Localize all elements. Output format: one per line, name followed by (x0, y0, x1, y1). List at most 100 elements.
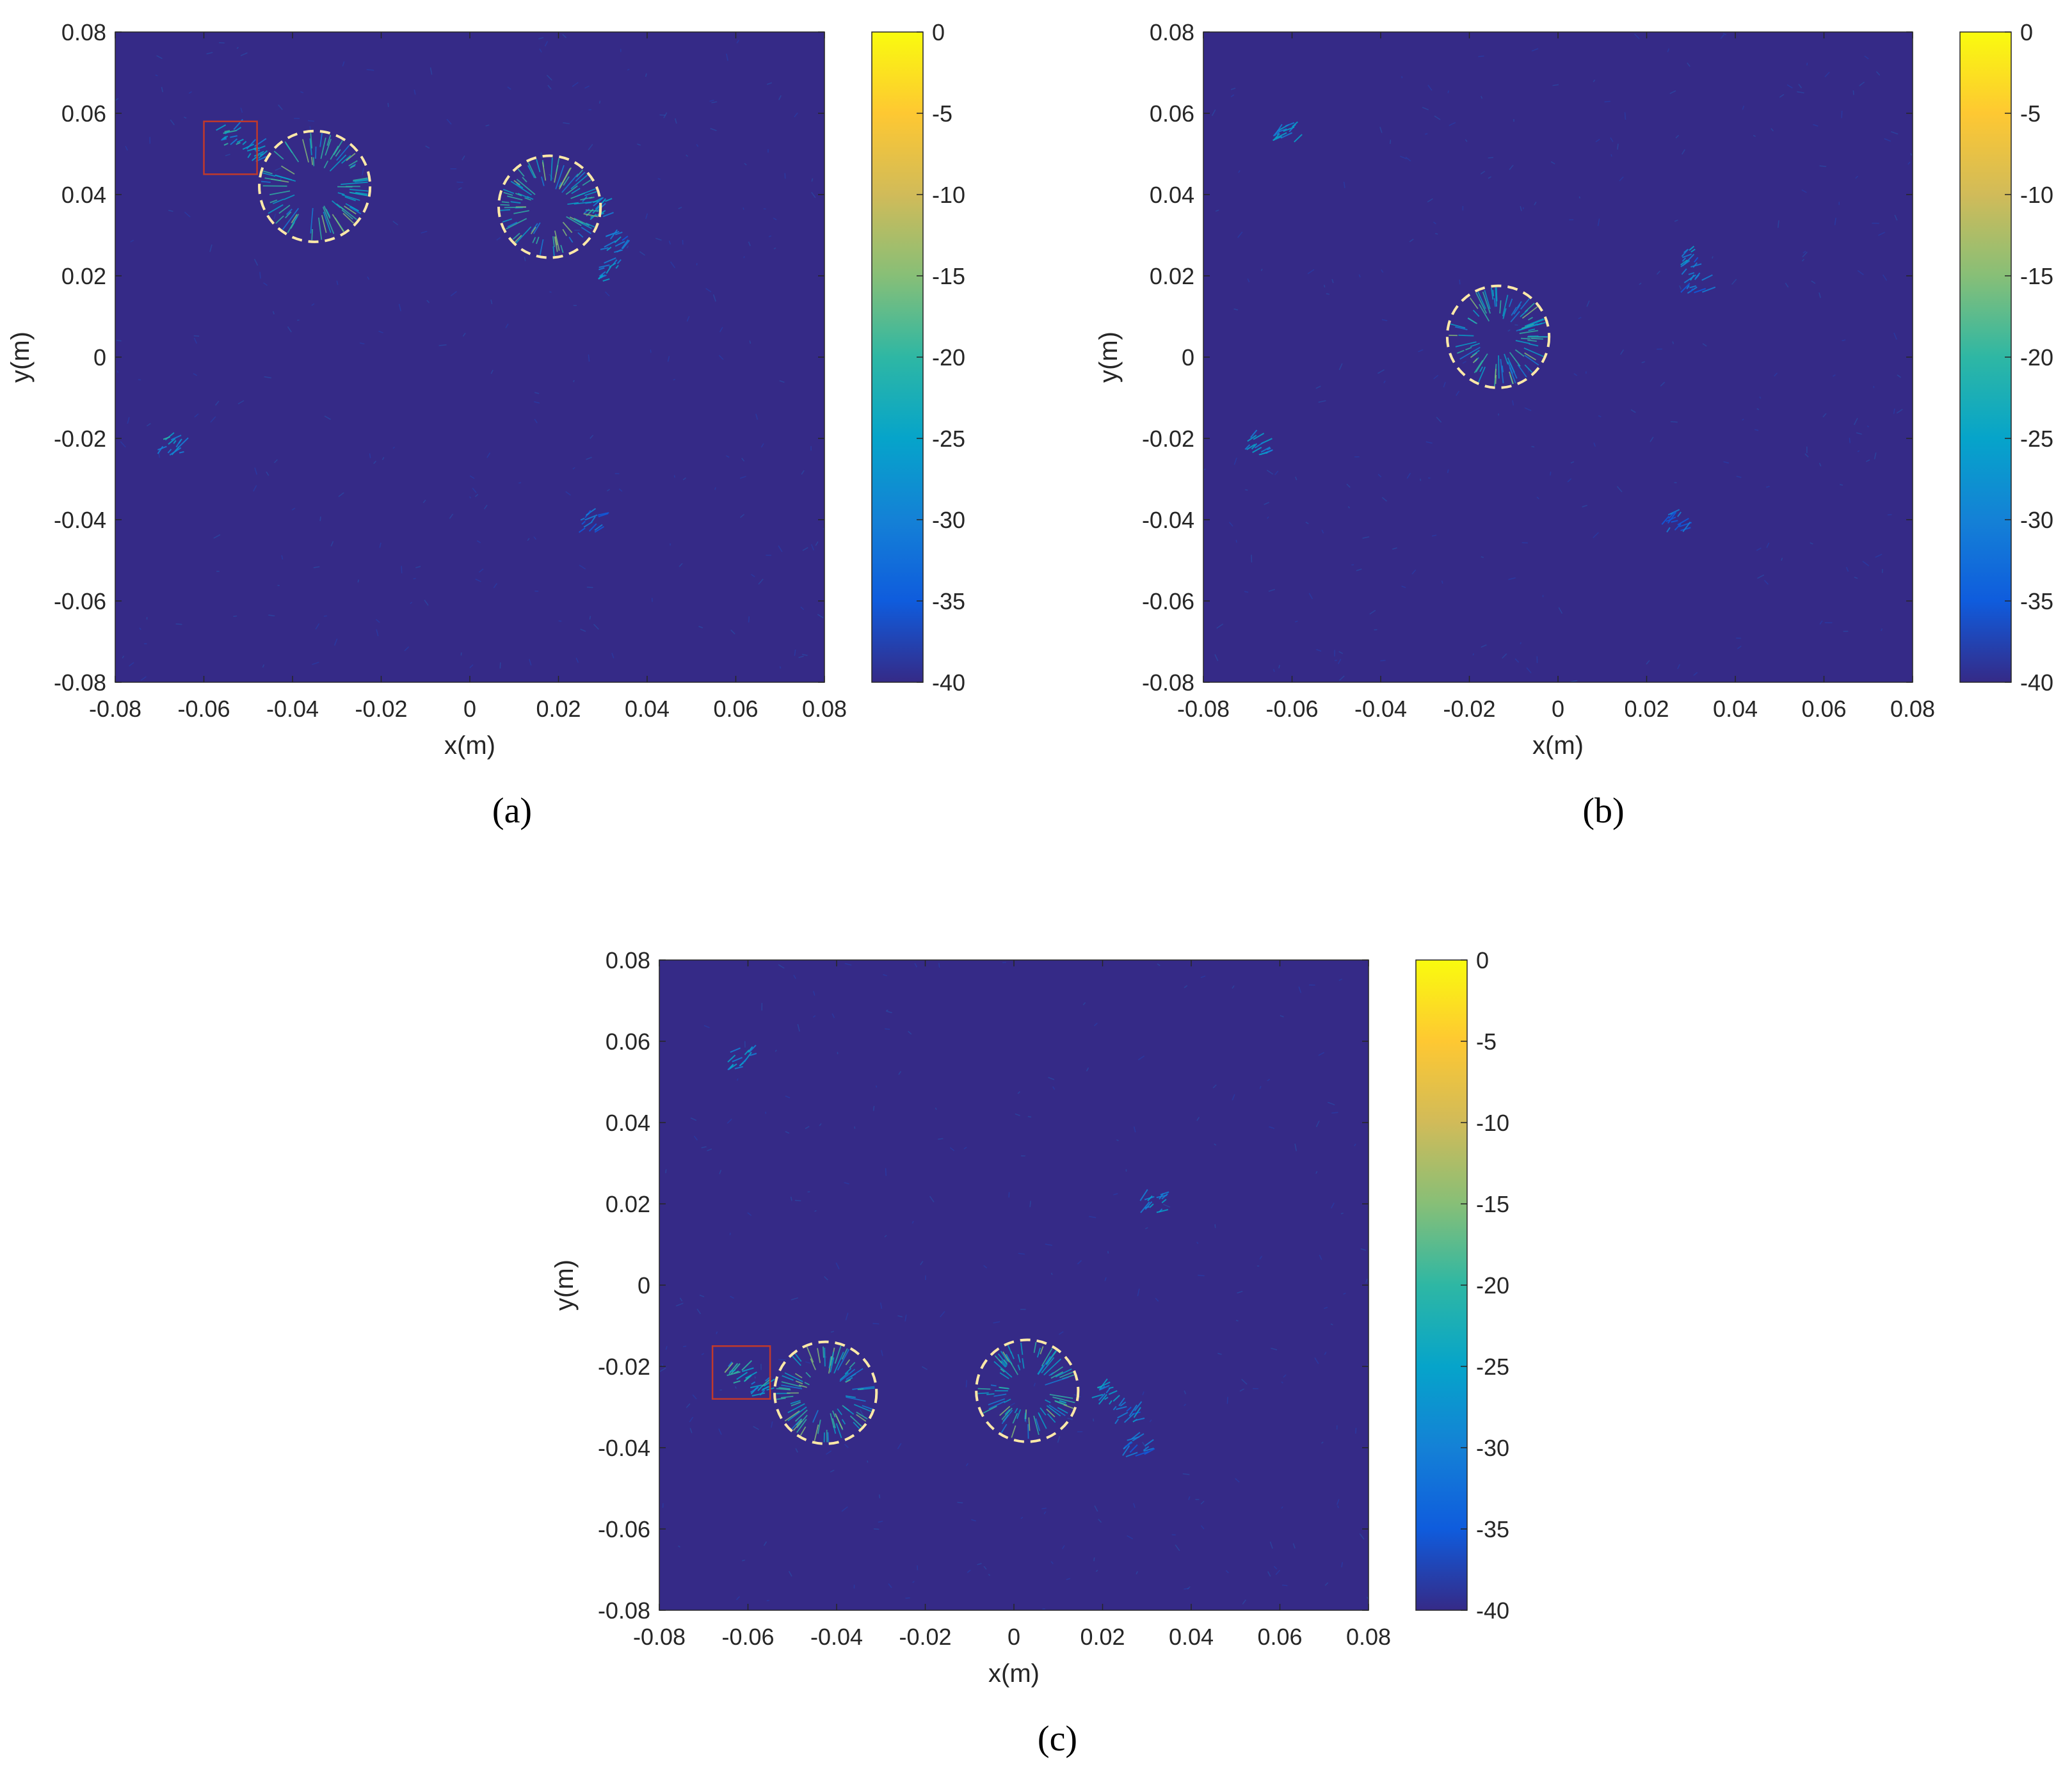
noise-streak (534, 392, 540, 394)
noise-streak (1834, 218, 1836, 225)
target-texture-streak (500, 209, 511, 211)
noise-streak (921, 1366, 928, 1370)
noise-streak (949, 1147, 955, 1151)
target-texture-streak (292, 216, 298, 225)
y-tick-label: -0.06 (54, 588, 106, 614)
scatter-streak (157, 445, 167, 451)
noise-streak (1127, 1535, 1134, 1540)
target-texture-streak (1490, 287, 1494, 300)
noise-streak (1910, 153, 1913, 156)
noise-streak (1324, 1306, 1328, 1309)
target-texture-streak (1055, 1368, 1072, 1378)
noise-streak (1842, 339, 1846, 342)
target-texture-streak (988, 1400, 1006, 1410)
noise-streak (798, 655, 804, 659)
target-texture-streak (1522, 306, 1538, 319)
noise-streak (1048, 1076, 1055, 1080)
target-texture-streak (577, 188, 596, 197)
colorbar-tick-label: -15 (2020, 263, 2053, 289)
noise-streak (1225, 1570, 1229, 1574)
noise-streak (886, 1009, 888, 1011)
target-texture-streak (1474, 360, 1484, 374)
noise-streak (611, 653, 614, 659)
target-texture-streak (515, 193, 522, 196)
noise-streak (206, 52, 213, 54)
target-texture-streak (798, 1384, 807, 1388)
target-texture-streak (791, 1402, 801, 1407)
noise-streak (1646, 660, 1650, 665)
target-texture-streak (799, 1426, 807, 1436)
panel-caption: (a) (492, 791, 532, 831)
scatter-streak (1292, 121, 1298, 127)
target-texture-streak (845, 1379, 851, 1383)
scatter-streak (1273, 129, 1280, 137)
noise-streak (637, 143, 641, 146)
noise-streak (730, 1295, 735, 1299)
scatter-streak (751, 1392, 766, 1396)
noise-streak (1797, 91, 1804, 93)
noise-streak (1389, 140, 1392, 145)
noise-streak (993, 1321, 1000, 1324)
noise-streak (1058, 1331, 1064, 1335)
noise-streak (1144, 1227, 1148, 1229)
noise-streak (963, 1146, 967, 1149)
target-texture-streak (828, 1356, 833, 1374)
noise-streak (572, 82, 579, 87)
noise-streak (438, 344, 447, 346)
noise-streak (1757, 574, 1765, 579)
scatter-streak (598, 267, 605, 271)
scatter-streak (1689, 245, 1695, 251)
scatter-streak (1144, 1201, 1153, 1210)
noise-streak (1737, 645, 1742, 650)
target-texture-streak (350, 163, 357, 168)
noise-streak (689, 1428, 693, 1434)
noise-streak (696, 144, 699, 147)
y-tick-label: 0.02 (606, 1191, 650, 1217)
target-texture-streak (349, 206, 362, 214)
noise-streak (940, 1311, 945, 1318)
noise-streak (266, 471, 269, 476)
noise-streak (1232, 985, 1235, 989)
noise-streak (1264, 502, 1269, 506)
noise-streak (692, 1394, 697, 1400)
scatter-streak (178, 437, 189, 448)
y-tick-label: 0.06 (606, 1028, 650, 1055)
target-texture-streak (1000, 1360, 1008, 1367)
noise-streak (1133, 1503, 1136, 1508)
x-tick-label: 0.06 (713, 696, 758, 722)
noise-streak (912, 1220, 914, 1224)
noise-streak (1824, 72, 1830, 77)
noise-streak (263, 282, 268, 286)
noise-streak (1343, 181, 1345, 189)
noise-streak (1067, 1418, 1073, 1420)
noise-streak (330, 541, 334, 547)
noise-streak (748, 616, 750, 623)
noise-streak (1656, 270, 1660, 275)
target-texture-streak (999, 1372, 1009, 1380)
noise-streak (1383, 380, 1386, 383)
target-texture-streak (516, 179, 536, 195)
noise-streak (1798, 84, 1803, 88)
noise-streak (1813, 124, 1819, 127)
target-texture-streak (353, 177, 368, 181)
target-texture-streak (1509, 371, 1514, 385)
target-texture-streak (845, 1359, 851, 1366)
noise-streak (1324, 1582, 1329, 1586)
noise-streak (1682, 149, 1685, 155)
noise-streak (1196, 1117, 1200, 1121)
target-texture-streak (581, 227, 591, 234)
scatter-streak (1147, 1195, 1153, 1202)
noise-streak (748, 241, 751, 246)
target-texture-streak (1515, 340, 1530, 344)
noise-streak (485, 124, 490, 127)
colorbar-tick-label: -20 (1476, 1272, 1509, 1299)
noise-streak (1267, 1571, 1271, 1577)
noise-streak (1239, 1388, 1244, 1392)
target-texture-streak (344, 196, 357, 202)
noise-streak (730, 629, 735, 635)
noise-streak (1712, 256, 1714, 259)
target-texture-streak (831, 1418, 836, 1428)
noise-streak (1295, 476, 1297, 481)
noise-streak (710, 128, 717, 131)
target-texture-streak (1521, 323, 1534, 330)
